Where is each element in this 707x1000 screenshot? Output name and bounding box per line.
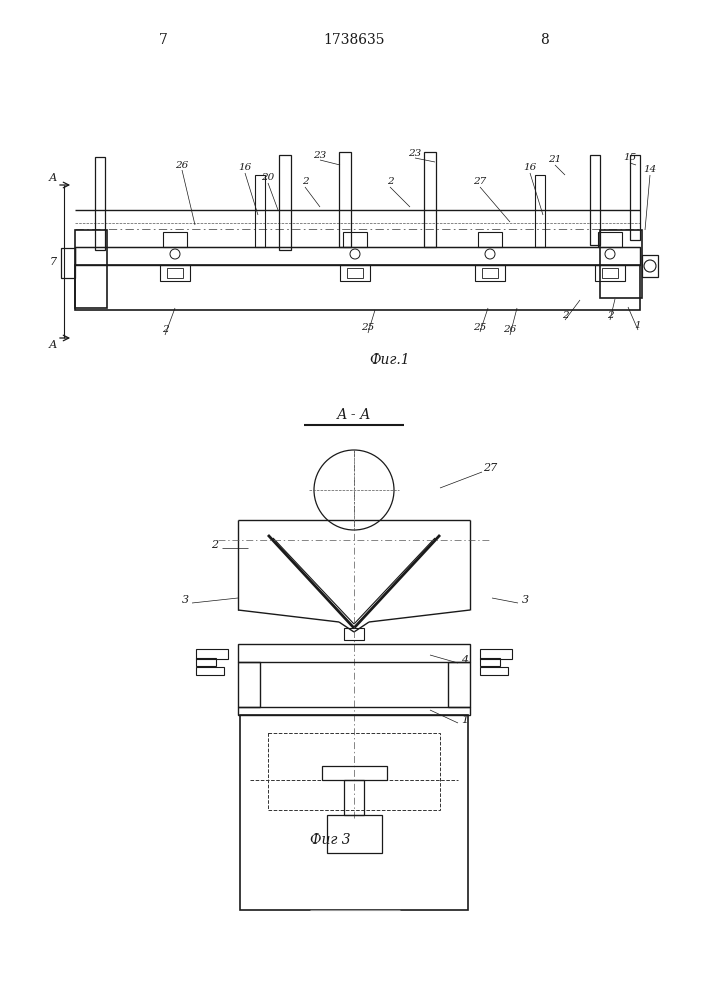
Bar bbox=[344, 628, 364, 640]
Bar bbox=[480, 649, 512, 659]
Bar bbox=[279, 155, 291, 250]
Bar bbox=[196, 667, 224, 675]
Bar bbox=[475, 265, 505, 281]
Text: Фиг 3: Фиг 3 bbox=[310, 833, 350, 847]
Text: 26: 26 bbox=[503, 326, 517, 334]
Text: А - А: А - А bbox=[337, 408, 371, 422]
Bar bbox=[163, 232, 187, 247]
Bar bbox=[448, 662, 470, 707]
Bar bbox=[196, 649, 228, 659]
Bar bbox=[424, 152, 436, 247]
Bar bbox=[642, 255, 658, 277]
Bar bbox=[75, 265, 640, 310]
Bar bbox=[478, 232, 502, 247]
Text: 2: 2 bbox=[211, 540, 218, 550]
Bar bbox=[268, 733, 440, 810]
Text: 3: 3 bbox=[182, 595, 189, 605]
Text: 7: 7 bbox=[158, 33, 168, 47]
Bar bbox=[535, 175, 545, 247]
Text: 2: 2 bbox=[162, 326, 168, 334]
Bar bbox=[238, 707, 470, 715]
Text: А: А bbox=[49, 173, 57, 183]
Bar bbox=[160, 265, 190, 281]
Text: 7: 7 bbox=[49, 257, 57, 267]
Text: 16: 16 bbox=[523, 163, 537, 172]
Bar bbox=[602, 268, 618, 278]
Bar bbox=[322, 766, 387, 780]
Bar bbox=[340, 265, 370, 281]
Text: 25: 25 bbox=[474, 322, 486, 332]
Text: 23: 23 bbox=[313, 150, 327, 159]
Bar bbox=[238, 662, 260, 707]
Text: А: А bbox=[49, 340, 57, 350]
Text: 15: 15 bbox=[624, 153, 636, 162]
Text: 26: 26 bbox=[175, 160, 189, 169]
Bar bbox=[167, 268, 183, 278]
Text: 2: 2 bbox=[561, 310, 568, 320]
Text: 2: 2 bbox=[302, 178, 308, 186]
Text: 8: 8 bbox=[541, 33, 549, 47]
Bar bbox=[240, 715, 468, 910]
Bar bbox=[343, 232, 367, 247]
Text: 1738635: 1738635 bbox=[323, 33, 385, 47]
Bar bbox=[598, 232, 622, 247]
Text: Фиг.1: Фиг.1 bbox=[370, 353, 410, 367]
Bar bbox=[347, 268, 363, 278]
Text: 3: 3 bbox=[522, 595, 529, 605]
Text: 23: 23 bbox=[409, 148, 421, 157]
Text: 2: 2 bbox=[607, 310, 613, 320]
Text: 2: 2 bbox=[387, 178, 393, 186]
Text: 4: 4 bbox=[462, 655, 469, 665]
Bar bbox=[255, 175, 265, 247]
Bar bbox=[75, 230, 107, 308]
Bar bbox=[61, 248, 75, 278]
Bar bbox=[95, 157, 105, 250]
Text: 1: 1 bbox=[635, 320, 641, 330]
Text: 27: 27 bbox=[474, 178, 486, 186]
Text: 14: 14 bbox=[643, 165, 657, 174]
Bar bbox=[344, 780, 364, 815]
Text: 1: 1 bbox=[462, 715, 469, 725]
Bar bbox=[196, 658, 216, 666]
Bar bbox=[590, 155, 600, 245]
Bar bbox=[480, 667, 508, 675]
Bar bbox=[238, 644, 470, 662]
Text: 21: 21 bbox=[549, 155, 561, 164]
Text: 27: 27 bbox=[483, 463, 497, 473]
Bar bbox=[480, 658, 500, 666]
Text: 16: 16 bbox=[238, 163, 252, 172]
Text: 20: 20 bbox=[262, 174, 274, 182]
Bar bbox=[595, 265, 625, 281]
Bar bbox=[75, 247, 640, 265]
Bar bbox=[630, 155, 640, 240]
Bar bbox=[482, 268, 498, 278]
Text: 25: 25 bbox=[361, 324, 375, 332]
Bar bbox=[339, 152, 351, 247]
Bar bbox=[600, 230, 642, 298]
Bar bbox=[327, 815, 382, 853]
